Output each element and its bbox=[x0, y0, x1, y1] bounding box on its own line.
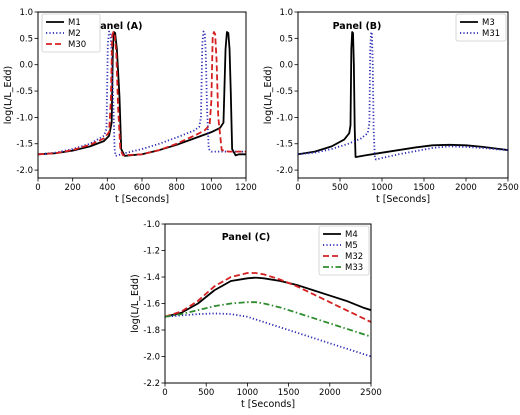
series-line-m3 bbox=[298, 31, 508, 158]
y-tick-label: -1.8 bbox=[143, 326, 160, 336]
series-line-m30 bbox=[38, 31, 246, 157]
panel-title: Panel (B) bbox=[333, 21, 382, 32]
y-axis-label: log(L/L_Edd) bbox=[130, 274, 141, 333]
y-tick-label: -2.2 bbox=[143, 379, 160, 389]
series-line-m2 bbox=[38, 30, 246, 157]
y-tick-label: 1.0 bbox=[19, 8, 33, 18]
y-tick-label: -1.0 bbox=[143, 220, 160, 230]
legend-label-m2: M2 bbox=[68, 29, 81, 39]
y-axis-label: log(L/L_Edd) bbox=[3, 66, 14, 125]
x-tick-label: 1200 bbox=[235, 183, 257, 193]
legend-label-m33: M33 bbox=[345, 263, 363, 273]
series-line-m33 bbox=[165, 301, 371, 338]
x-axis-label: t [Seconds] bbox=[376, 194, 430, 205]
y-axis-label: log(L/L_Edd) bbox=[263, 66, 274, 125]
panel-2: 0 500 1000 1500 2000 2500 -1.0 -1.2 -1.4 -1.6 -1.8… bbox=[130, 220, 382, 410]
legend-box bbox=[41, 13, 101, 53]
x-tick-label: 200 bbox=[65, 183, 81, 193]
y-tick-label: -1.2 bbox=[143, 247, 160, 257]
x-tick-label: 500 bbox=[332, 183, 348, 193]
x-tick-label: 1500 bbox=[413, 183, 435, 193]
x-tick-label: 0 bbox=[35, 183, 40, 193]
y-tick-label: -1.6 bbox=[143, 300, 160, 310]
y-tick-label: 0.5 bbox=[279, 34, 293, 44]
y-tick-label: -1.5 bbox=[16, 140, 33, 150]
panel-0: 0 200 400 600 800 1000 1200 1.0 0.5 0.0 -0.5 -1.0 -1… bbox=[3, 8, 257, 205]
x-tick-label: 1500 bbox=[278, 388, 300, 398]
x-tick-label: 800 bbox=[169, 183, 185, 193]
y-tick-label: 0.0 bbox=[19, 61, 33, 71]
x-tick-label: 0 bbox=[295, 183, 300, 193]
panel-title: Panel (C) bbox=[222, 232, 271, 243]
x-tick-label: 500 bbox=[198, 388, 214, 398]
x-tick-label: 2500 bbox=[360, 388, 382, 398]
x-axis-label: t [Seconds] bbox=[115, 194, 169, 205]
y-tick-label: -2.0 bbox=[143, 353, 160, 363]
series-line-m4 bbox=[165, 276, 371, 318]
legend-label-m4: M4 bbox=[345, 230, 358, 240]
y-tick-label: -1.4 bbox=[143, 273, 160, 283]
legend-label-m5: M5 bbox=[345, 241, 358, 251]
y-tick-label: -0.5 bbox=[276, 87, 293, 97]
legend-label-m31: M31 bbox=[482, 29, 500, 39]
series-line-m31 bbox=[298, 31, 508, 161]
x-axis-label: t [Seconds] bbox=[241, 399, 295, 410]
x-tick-label: 0 bbox=[162, 388, 167, 398]
legend-box bbox=[455, 13, 507, 42]
legend-box bbox=[318, 225, 370, 276]
x-tick-label: 1000 bbox=[201, 183, 223, 193]
y-tick-label: -1.5 bbox=[276, 140, 293, 150]
series-line-m32 bbox=[165, 272, 371, 323]
y-tick-label: -0.5 bbox=[16, 87, 33, 97]
legend-label-m30: M30 bbox=[68, 40, 86, 50]
plot-frame bbox=[297, 11, 509, 179]
x-tick-label: 400 bbox=[99, 183, 115, 193]
y-tick-label: -2.0 bbox=[16, 166, 33, 176]
legend-label-m3: M3 bbox=[482, 18, 495, 28]
y-tick-label: -1.0 bbox=[16, 113, 33, 123]
x-tick-label: 1000 bbox=[371, 183, 393, 193]
legend-label-m32: M32 bbox=[345, 252, 363, 262]
x-tick-label: 1000 bbox=[237, 388, 259, 398]
x-tick-label: 2000 bbox=[455, 183, 477, 193]
x-tick-label: 2000 bbox=[319, 388, 341, 398]
y-tick-label: 0.0 bbox=[279, 61, 293, 71]
x-tick-label: 2500 bbox=[497, 183, 519, 193]
series-line-m5 bbox=[165, 312, 371, 358]
y-tick-label: 1.0 bbox=[279, 8, 293, 18]
panel-1: 0 500 1000 1500 2000 2500 1.0 0.5 0.0 -0.5 -1.0 -1.… bbox=[263, 8, 519, 205]
x-tick-label: 600 bbox=[134, 183, 150, 193]
y-tick-label: 0.5 bbox=[19, 34, 33, 44]
legend-label-m1: M1 bbox=[68, 18, 81, 28]
y-tick-label: -1.0 bbox=[276, 113, 293, 123]
y-tick-label: -2.0 bbox=[276, 166, 293, 176]
panel-title: Panel (A) bbox=[94, 21, 143, 32]
